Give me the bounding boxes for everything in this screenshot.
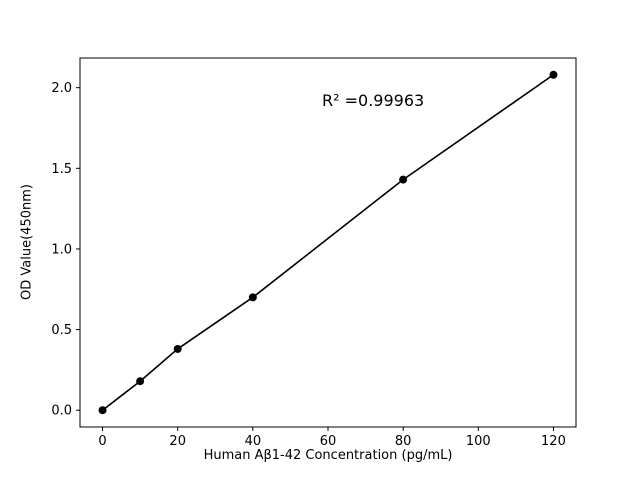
data-point [136,377,145,386]
data-point [173,344,182,353]
y-tick-label: 1.0 [51,242,72,257]
x-axis-label: Human Aβ1-42 Concentration (pg/mL) [203,448,453,463]
x-tick-label: 20 [169,434,186,449]
data-line [102,74,554,411]
data-point [549,70,558,79]
y-tick-label: 1.5 [51,162,72,177]
data-point [98,406,107,415]
x-tick-label: 60 [320,434,337,449]
y-tick-label: 0.0 [51,404,72,419]
x-tick-label: 80 [395,434,412,449]
x-tick-label: 0 [98,434,106,449]
data-point [248,293,257,302]
x-tick-label: 100 [466,434,491,449]
y-axis-label: OD Value(450nm) [19,184,35,300]
plot-frame [79,57,577,428]
data-point [399,175,408,184]
y-tick-label: 0.5 [51,323,72,338]
x-tick-label: 40 [245,434,262,449]
y-tick-label: 2.0 [51,81,72,96]
r-squared-annotation: R² =0.99963 [322,91,425,110]
x-tick-label: 120 [541,434,566,449]
